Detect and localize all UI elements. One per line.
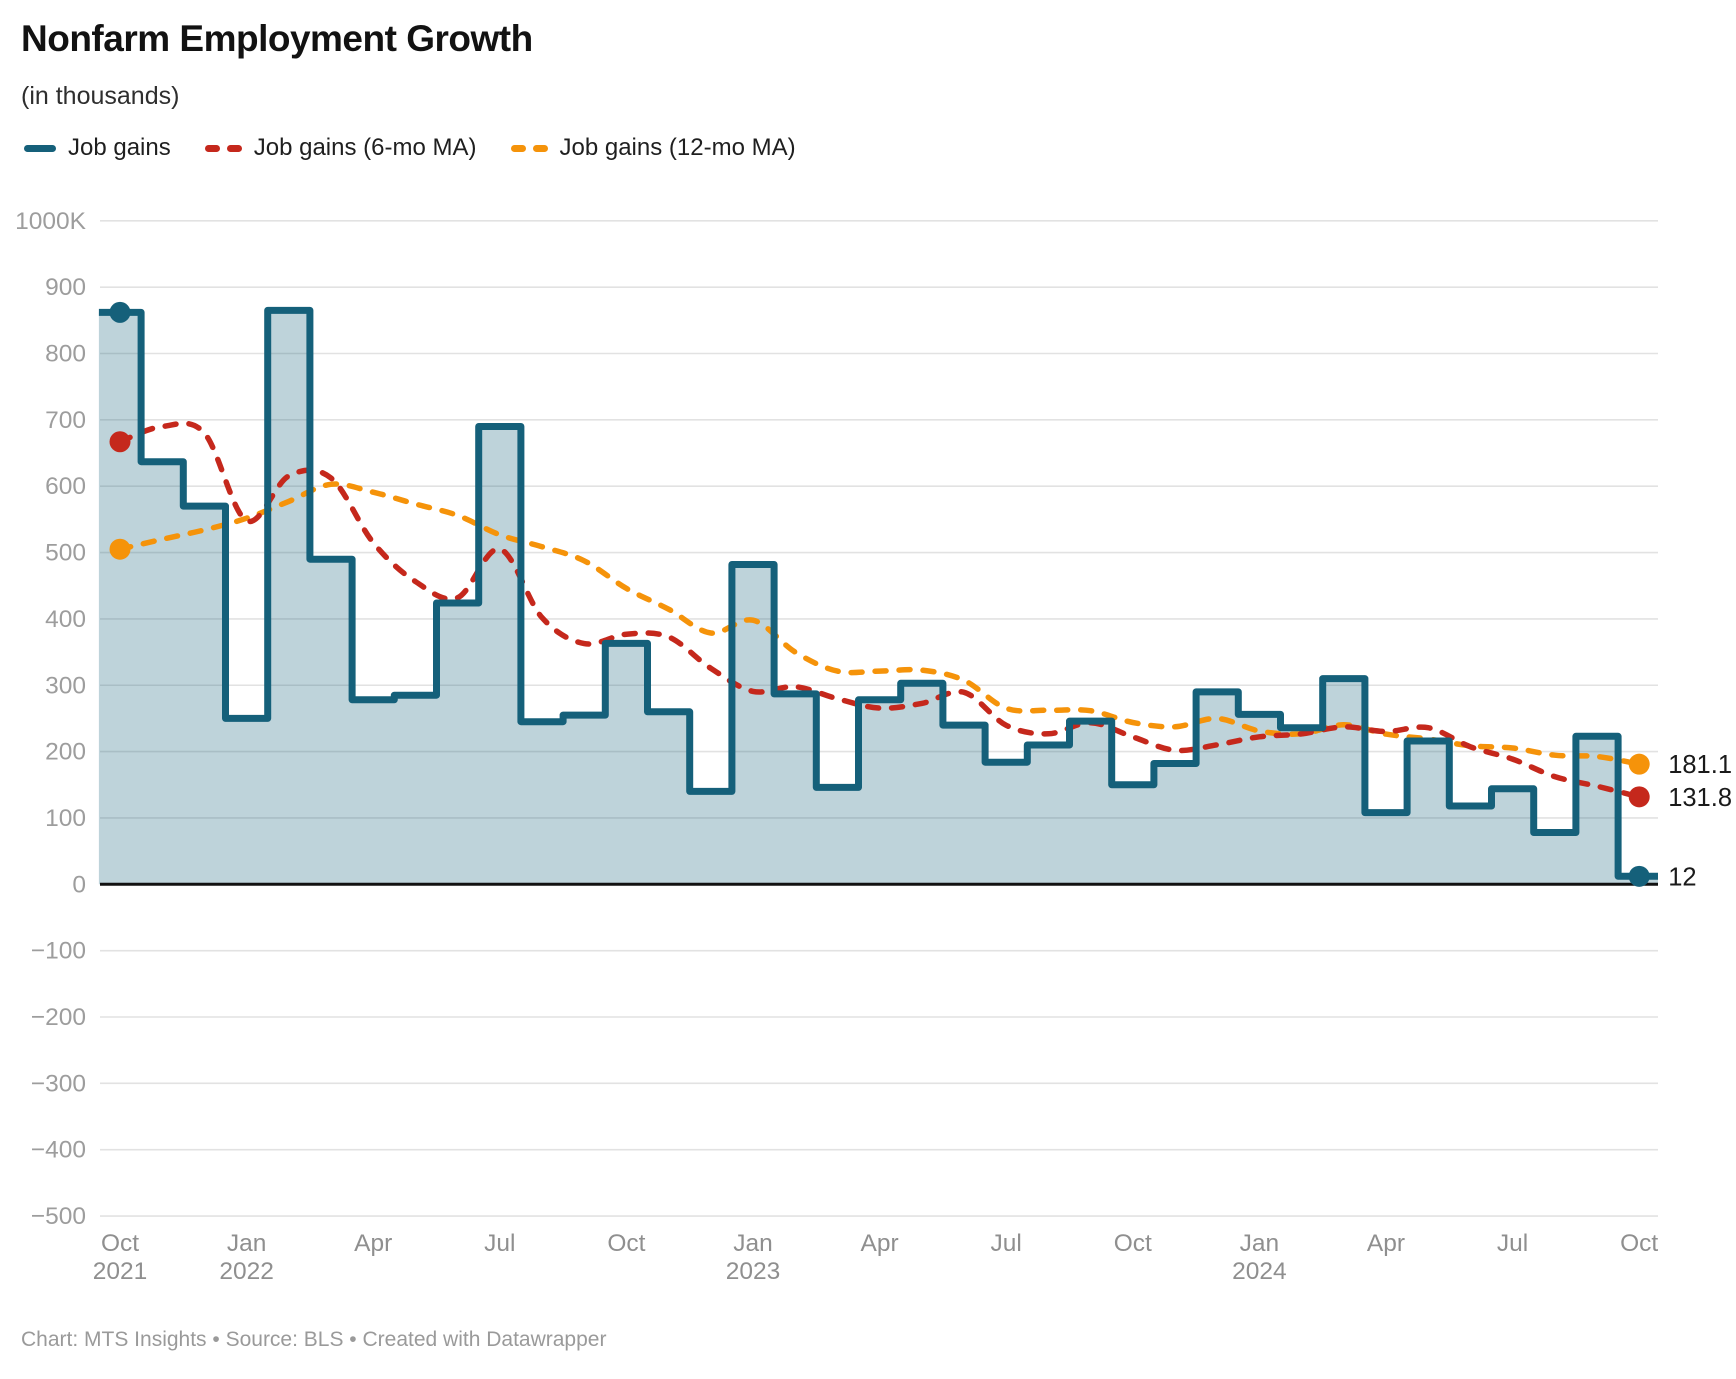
legend-label: Job gains (68, 134, 171, 161)
attribution-footer: Chart: MTS Insights • Source: BLS • Crea… (21, 1328, 607, 1351)
series-end-dot (1628, 865, 1650, 887)
x-tick-month: Jul (484, 1230, 515, 1257)
series-end-dot (1628, 786, 1650, 808)
y-tick-label: 300 (45, 672, 86, 699)
end-value-label: 131.8 (1668, 784, 1732, 812)
y-tick-label: −500 (31, 1203, 86, 1230)
y-tick-label: −400 (31, 1137, 86, 1164)
grid (100, 220, 1658, 1217)
series-start-dot (109, 301, 131, 323)
legend-item-6mo-ma: Job gains (6-mo MA) (204, 134, 477, 162)
x-tick-month: Apr (354, 1230, 392, 1257)
x-tick-year: 2023 (726, 1258, 781, 1285)
y-tick-label: 800 (45, 341, 86, 368)
y-tick-label: −300 (31, 1070, 86, 1097)
y-tick-label: 1000K (15, 208, 87, 235)
job-gains-area (98, 310, 1658, 885)
end-value-label: 181.1 (1668, 751, 1732, 779)
x-tick-month: Oct (101, 1230, 139, 1257)
x-tick-month: Oct (1114, 1230, 1152, 1257)
legend: Job gains Job gains (6-mo MA) Job gains … (24, 134, 796, 162)
x-tick-month: Jul (1497, 1230, 1528, 1257)
x-tick-year: 2021 (93, 1258, 148, 1285)
x-tick-year: 2024 (1232, 1258, 1287, 1285)
x-tick-month: Jul (991, 1230, 1022, 1257)
page-title: Nonfarm Employment Growth (21, 18, 533, 59)
y-tick-label: 500 (45, 540, 86, 567)
x-tick-month: Apr (1367, 1230, 1405, 1257)
y-tick-label: 200 (45, 739, 86, 766)
y-tick-label: −200 (31, 1004, 86, 1031)
legend-item-12mo-ma: Job gains (12-mo MA) (510, 134, 796, 162)
dashed-line-swatch-icon (204, 144, 242, 152)
series-end-dot (1628, 753, 1650, 775)
x-tick-month: Jan (733, 1230, 773, 1257)
x-tick-month: Oct (607, 1230, 645, 1257)
legend-label: Job gains (6-mo MA) (253, 134, 477, 161)
dashed-line-swatch-icon (510, 144, 548, 152)
ma12-line (117, 481, 1642, 767)
solid-line-swatch-icon (24, 144, 56, 152)
series-start-dot (109, 538, 131, 560)
y-tick-label: 100 (45, 805, 86, 832)
legend-label: Job gains (12-mo MA) (559, 134, 796, 161)
chart-subtitle: (in thousands) (21, 82, 180, 110)
y-tick-label: 0 (72, 871, 86, 898)
x-tick-year: 2022 (219, 1258, 274, 1285)
series-start-dot (109, 431, 131, 453)
x-tick-month: Apr (861, 1230, 899, 1257)
y-axis-labels: 1000K 900 800 700 600 500 400 300 200 100 0 −100 −20… (15, 208, 87, 1230)
y-tick-label: 400 (45, 606, 86, 633)
y-tick-label: −100 (31, 938, 86, 965)
y-tick-label: 900 (45, 274, 86, 301)
end-value-label: 12 (1668, 863, 1696, 891)
job-gains-line (98, 306, 1658, 880)
x-tick-month: Jan (227, 1230, 267, 1257)
ma6-line (117, 420, 1642, 800)
y-tick-label: 700 (45, 407, 86, 434)
x-tick-month: Jan (1240, 1230, 1280, 1257)
x-tick-month: Oct (1620, 1230, 1658, 1257)
y-tick-label: 600 (45, 473, 86, 500)
legend-item-job-gains: Job gains (24, 134, 171, 162)
